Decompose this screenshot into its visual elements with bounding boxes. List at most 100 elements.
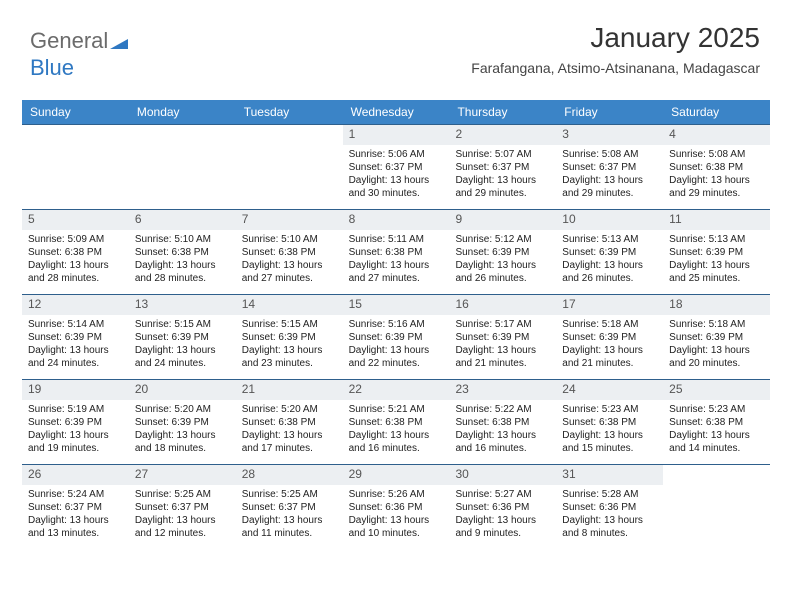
day-number: 25 — [663, 380, 770, 400]
sunset-line: Sunset: 6:39 PM — [455, 246, 550, 259]
daylight-line-2: and 24 minutes. — [28, 357, 123, 370]
day-cell: 23Sunrise: 5:22 AMSunset: 6:38 PMDayligh… — [449, 380, 556, 464]
daylight-line-2: and 19 minutes. — [28, 442, 123, 455]
daylight-line-1: Daylight: 13 hours — [349, 174, 444, 187]
sunrise-line: Sunrise: 5:16 AM — [349, 318, 444, 331]
sunset-line: Sunset: 6:39 PM — [28, 331, 123, 344]
day-cell: 18Sunrise: 5:18 AMSunset: 6:39 PMDayligh… — [663, 295, 770, 379]
day-cell: 25Sunrise: 5:23 AMSunset: 6:38 PMDayligh… — [663, 380, 770, 464]
day-cell: 26Sunrise: 5:24 AMSunset: 6:37 PMDayligh… — [22, 465, 129, 549]
daylight-line-2: and 29 minutes. — [562, 187, 657, 200]
day-cell: 29Sunrise: 5:26 AMSunset: 6:36 PMDayligh… — [343, 465, 450, 549]
day-number: 31 — [556, 465, 663, 485]
day-number: 11 — [663, 210, 770, 230]
sunrise-line: Sunrise: 5:17 AM — [455, 318, 550, 331]
daylight-line-2: and 25 minutes. — [669, 272, 764, 285]
sunrise-line: Sunrise: 5:10 AM — [135, 233, 230, 246]
sunset-line: Sunset: 6:38 PM — [242, 246, 337, 259]
daylight-line-1: Daylight: 13 hours — [455, 429, 550, 442]
sunrise-line: Sunrise: 5:12 AM — [455, 233, 550, 246]
daylight-line-1: Daylight: 13 hours — [242, 429, 337, 442]
day-cell: 4Sunrise: 5:08 AMSunset: 6:38 PMDaylight… — [663, 125, 770, 209]
daylight-line-1: Daylight: 13 hours — [669, 174, 764, 187]
sunrise-line: Sunrise: 5:19 AM — [28, 403, 123, 416]
daylight-line-2: and 16 minutes. — [455, 442, 550, 455]
day-number: 22 — [343, 380, 450, 400]
day-cell: 3Sunrise: 5:08 AMSunset: 6:37 PMDaylight… — [556, 125, 663, 209]
day-header-row: SundayMondayTuesdayWednesdayThursdayFrid… — [22, 100, 770, 124]
empty-cell: . — [236, 125, 343, 209]
calendar: SundayMondayTuesdayWednesdayThursdayFrid… — [22, 100, 770, 549]
week-row: 19Sunrise: 5:19 AMSunset: 6:39 PMDayligh… — [22, 379, 770, 464]
daylight-line-2: and 15 minutes. — [562, 442, 657, 455]
day-number: 4 — [663, 125, 770, 145]
daylight-line-1: Daylight: 13 hours — [28, 344, 123, 357]
day-number: 8 — [343, 210, 450, 230]
daylight-line-2: and 16 minutes. — [349, 442, 444, 455]
sunset-line: Sunset: 6:39 PM — [349, 331, 444, 344]
daylight-line-2: and 27 minutes. — [349, 272, 444, 285]
title-block: January 2025 Farafangana, Atsimo-Atsinan… — [471, 22, 760, 76]
daylight-line-2: and 24 minutes. — [135, 357, 230, 370]
daylight-line-2: and 14 minutes. — [669, 442, 764, 455]
day-cell: 28Sunrise: 5:25 AMSunset: 6:37 PMDayligh… — [236, 465, 343, 549]
daylight-line-2: and 27 minutes. — [242, 272, 337, 285]
logo-text-blue: Blue — [30, 55, 74, 80]
day-number: 17 — [556, 295, 663, 315]
daylight-line-2: and 9 minutes. — [455, 527, 550, 540]
sunset-line: Sunset: 6:38 PM — [562, 416, 657, 429]
sunset-line: Sunset: 6:37 PM — [455, 161, 550, 174]
logo-triangle-icon — [110, 29, 128, 55]
sunset-line: Sunset: 6:37 PM — [135, 501, 230, 514]
sunrise-line: Sunrise: 5:06 AM — [349, 148, 444, 161]
daylight-line-2: and 22 minutes. — [349, 357, 444, 370]
daylight-line-2: and 28 minutes. — [28, 272, 123, 285]
sunrise-line: Sunrise: 5:23 AM — [562, 403, 657, 416]
sunset-line: Sunset: 6:37 PM — [28, 501, 123, 514]
daylight-line-2: and 18 minutes. — [135, 442, 230, 455]
day-number: 23 — [449, 380, 556, 400]
day-cell: 22Sunrise: 5:21 AMSunset: 6:38 PMDayligh… — [343, 380, 450, 464]
day-cell: 11Sunrise: 5:13 AMSunset: 6:39 PMDayligh… — [663, 210, 770, 294]
day-cell: 31Sunrise: 5:28 AMSunset: 6:36 PMDayligh… — [556, 465, 663, 549]
day-header: Thursday — [449, 100, 556, 124]
sunset-line: Sunset: 6:39 PM — [455, 331, 550, 344]
logo-text-gray: General — [30, 28, 108, 53]
sunset-line: Sunset: 6:39 PM — [135, 331, 230, 344]
day-number: 3 — [556, 125, 663, 145]
day-cell: 5Sunrise: 5:09 AMSunset: 6:38 PMDaylight… — [22, 210, 129, 294]
day-number: 13 — [129, 295, 236, 315]
daylight-line-1: Daylight: 13 hours — [135, 514, 230, 527]
day-number: 21 — [236, 380, 343, 400]
day-number: 7 — [236, 210, 343, 230]
sunset-line: Sunset: 6:38 PM — [28, 246, 123, 259]
day-number: 27 — [129, 465, 236, 485]
day-cell: 30Sunrise: 5:27 AMSunset: 6:36 PMDayligh… — [449, 465, 556, 549]
sunrise-line: Sunrise: 5:18 AM — [562, 318, 657, 331]
empty-cell: . — [663, 465, 770, 549]
sunset-line: Sunset: 6:36 PM — [349, 501, 444, 514]
day-number: 30 — [449, 465, 556, 485]
daylight-line-2: and 12 minutes. — [135, 527, 230, 540]
sunset-line: Sunset: 6:39 PM — [562, 331, 657, 344]
daylight-line-2: and 29 minutes. — [455, 187, 550, 200]
day-header: Wednesday — [343, 100, 450, 124]
daylight-line-1: Daylight: 13 hours — [349, 429, 444, 442]
location-subtitle: Farafangana, Atsimo-Atsinanana, Madagasc… — [471, 60, 760, 76]
daylight-line-2: and 17 minutes. — [242, 442, 337, 455]
sunrise-line: Sunrise: 5:13 AM — [669, 233, 764, 246]
daylight-line-1: Daylight: 13 hours — [242, 514, 337, 527]
sunrise-line: Sunrise: 5:22 AM — [455, 403, 550, 416]
sunrise-line: Sunrise: 5:28 AM — [562, 488, 657, 501]
daylight-line-1: Daylight: 13 hours — [669, 344, 764, 357]
day-number: 20 — [129, 380, 236, 400]
day-number: 28 — [236, 465, 343, 485]
day-cell: 10Sunrise: 5:13 AMSunset: 6:39 PMDayligh… — [556, 210, 663, 294]
day-cell: 2Sunrise: 5:07 AMSunset: 6:37 PMDaylight… — [449, 125, 556, 209]
week-row: 5Sunrise: 5:09 AMSunset: 6:38 PMDaylight… — [22, 209, 770, 294]
week-row: 26Sunrise: 5:24 AMSunset: 6:37 PMDayligh… — [22, 464, 770, 549]
sunrise-line: Sunrise: 5:25 AM — [242, 488, 337, 501]
day-header: Monday — [129, 100, 236, 124]
daylight-line-2: and 20 minutes. — [669, 357, 764, 370]
sunset-line: Sunset: 6:38 PM — [135, 246, 230, 259]
